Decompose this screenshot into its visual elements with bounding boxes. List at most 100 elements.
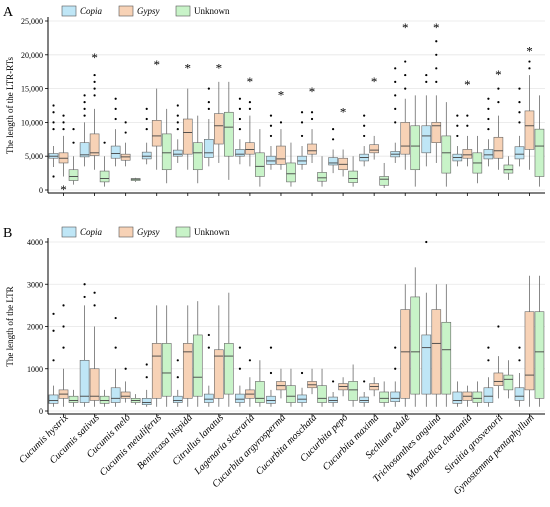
outlier-point — [279, 121, 283, 124]
box — [400, 122, 411, 155]
outlier-point — [394, 367, 397, 370]
outlier-point — [72, 141, 75, 144]
box — [224, 111, 234, 157]
outlier-point — [394, 346, 397, 349]
box — [297, 155, 307, 165]
box — [503, 374, 514, 391]
outlier-point — [176, 359, 179, 362]
outlier-point — [518, 101, 521, 104]
box — [48, 394, 59, 404]
outlier-point — [528, 60, 531, 63]
box — [493, 372, 504, 386]
outlier-point — [363, 134, 366, 138]
box — [348, 381, 358, 401]
box — [151, 343, 162, 399]
outlier-point — [487, 346, 490, 349]
box — [317, 385, 327, 403]
outlier-point — [518, 346, 521, 349]
outlier-point — [207, 346, 210, 349]
outlier-point — [207, 101, 210, 104]
box — [110, 145, 121, 159]
outlier-point — [363, 124, 366, 127]
box — [266, 395, 276, 404]
legend-entry: Unknown — [194, 227, 230, 237]
outlier-point — [435, 53, 438, 56]
outlier-point — [238, 367, 242, 370]
outlier-point — [207, 107, 210, 110]
significance-star: * — [216, 60, 223, 75]
outlier-point — [176, 104, 179, 107]
outlier-point — [238, 107, 242, 110]
box — [214, 113, 224, 145]
outlier-point — [114, 316, 117, 320]
y-tick-label: 25,000 — [21, 17, 43, 26]
outlier-point — [93, 94, 96, 97]
box — [317, 172, 327, 182]
outlier-point — [124, 121, 127, 124]
outlier-point — [269, 114, 273, 117]
box — [286, 385, 296, 403]
y-tick-label: 0 — [39, 186, 43, 195]
box — [99, 395, 110, 404]
outlier-point — [72, 128, 75, 131]
box — [379, 391, 389, 403]
box — [245, 142, 255, 155]
outlier-point — [425, 240, 428, 244]
box — [421, 334, 432, 395]
box — [483, 387, 494, 403]
legend-entry: Unknown — [194, 6, 230, 16]
outlier-point — [145, 363, 148, 366]
panel-a: 0 5,000 10,000 15,000 20,000 25,000 The length… — [3, 5, 545, 197]
outlier-point — [518, 121, 521, 124]
outlier-point — [487, 359, 490, 362]
outlier-point — [404, 87, 407, 90]
box — [89, 368, 100, 401]
outlier-point — [176, 376, 179, 379]
box — [410, 296, 421, 395]
y-tick-label: 2000 — [27, 323, 43, 332]
outlier-point — [83, 295, 86, 299]
box — [431, 309, 442, 395]
significance-star: * — [247, 74, 254, 89]
outlier-point — [62, 128, 65, 131]
outlier-point — [114, 346, 117, 349]
outlier-point — [518, 111, 521, 114]
outlier-point — [52, 111, 55, 114]
y-axis-label: The length of the LTR-RTs — [5, 57, 15, 154]
outlier-point — [300, 371, 304, 375]
box — [328, 396, 338, 403]
outlier-point — [497, 325, 500, 328]
y-tick-label: 1000 — [27, 365, 43, 374]
box — [172, 149, 183, 157]
y-tick-label: 3000 — [27, 280, 43, 289]
outlier-point — [83, 94, 86, 97]
outlier-point — [62, 114, 65, 117]
box — [503, 164, 514, 174]
box — [276, 145, 286, 165]
box — [255, 152, 265, 177]
outlier-point — [435, 80, 438, 83]
outlier-point — [207, 333, 210, 337]
outlier-point — [269, 371, 273, 375]
box — [400, 309, 411, 399]
y-tick-label: 20,000 — [21, 51, 43, 60]
outlier-point — [93, 304, 96, 307]
box — [328, 157, 338, 166]
box — [192, 334, 203, 397]
legend-swatch — [61, 226, 77, 238]
outlier-point — [52, 128, 55, 131]
box — [89, 133, 100, 156]
box — [204, 393, 214, 403]
outlier-point — [52, 175, 55, 178]
y-tick-label: 5,000 — [25, 152, 43, 161]
outlier-point — [52, 121, 55, 124]
box — [524, 110, 535, 150]
box — [524, 311, 535, 391]
panel-b: 0 1000 2000 3000 4000 The length of the LTR B C… — [3, 226, 545, 417]
significance-star: * — [526, 43, 533, 58]
outlier-point — [248, 101, 252, 104]
outlier-point — [394, 80, 397, 83]
box — [141, 151, 152, 160]
outlier-point — [248, 359, 252, 362]
outlier-point — [103, 141, 106, 144]
